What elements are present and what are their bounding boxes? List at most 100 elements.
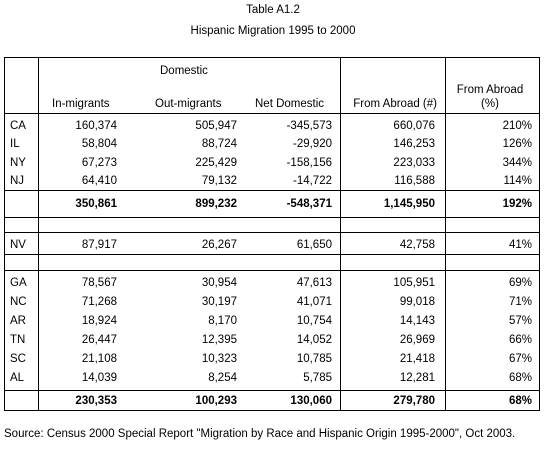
cell: 230,353 (75, 395, 117, 407)
cell: 10,323 (201, 353, 237, 365)
cell: 126% (502, 138, 532, 150)
cell: 192% (502, 198, 532, 210)
subtitle: Hispanic Migration 1995 to 2000 (190, 25, 356, 37)
cell: 114% (503, 175, 532, 187)
column-header: Net Domestic (255, 98, 325, 110)
cell: 1,145,950 (383, 198, 435, 210)
cell: 67,273 (81, 157, 117, 169)
row-label: NV (10, 239, 26, 251)
cell: 66% (508, 334, 532, 346)
cell: 116,588 (394, 175, 435, 187)
cell: 61,650 (296, 239, 332, 251)
row-label: AL (10, 372, 25, 384)
cell: -548,371 (286, 198, 332, 210)
cell: 68% (508, 395, 532, 407)
group-header: Domestic (160, 65, 208, 77)
rule (539, 57, 540, 410)
row-label: NC (10, 296, 27, 308)
row-label: AR (10, 315, 26, 327)
cell: -158,156 (286, 157, 332, 169)
cell: 14,039 (81, 372, 117, 384)
cell: 5,785 (303, 372, 332, 384)
cell: 899,232 (195, 198, 237, 210)
cell: 69% (508, 277, 532, 289)
cell: 88,724 (201, 138, 237, 150)
row-label: GA (10, 277, 27, 289)
cell: 78,567 (81, 277, 117, 289)
cell: 47,613 (296, 277, 332, 289)
cell: 505,947 (195, 120, 237, 132)
cell: 79,132 (201, 175, 237, 187)
rule (4, 270, 540, 271)
cell: 21,108 (81, 353, 117, 365)
cell: 68% (508, 372, 532, 384)
rule (4, 57, 540, 58)
rule (4, 190, 540, 191)
column-header: From Abroad (#) (353, 98, 437, 110)
cell: 26,267 (201, 239, 237, 251)
source-note: Source: Census 2000 Special Report "Migr… (4, 428, 516, 440)
cell: 58,804 (81, 138, 117, 150)
cell: -29,920 (292, 138, 332, 150)
row-label: IL (10, 138, 20, 150)
cell: 130,060 (290, 395, 332, 407)
cell: 146,253 (393, 138, 435, 150)
cell: -345,573 (286, 120, 332, 132)
rule (38, 57, 39, 410)
column-header: Out-migrants (155, 98, 222, 110)
row-label: NJ (10, 175, 25, 187)
row-label: TN (10, 334, 26, 346)
cell: 41% (508, 239, 532, 251)
title: Table A1.2 (246, 4, 300, 16)
cell: 14,052 (296, 334, 332, 346)
cell: 100,293 (195, 395, 237, 407)
cell: 57% (508, 315, 532, 327)
rule (4, 57, 5, 410)
cell: 26,447 (81, 334, 117, 346)
cell: 225,429 (195, 157, 237, 169)
cell: 12,395 (201, 334, 237, 346)
rule (4, 254, 540, 255)
cell: 41,071 (296, 296, 332, 308)
cell: 30,954 (201, 277, 237, 289)
cell: 344% (502, 157, 532, 169)
cell: 350,861 (75, 198, 117, 210)
cell: 67% (508, 353, 532, 365)
cell: 64,410 (81, 175, 117, 187)
rule (4, 390, 540, 391)
cell: 42,758 (399, 239, 435, 251)
cell: 105,951 (393, 277, 435, 289)
cell: 160,374 (75, 120, 117, 132)
cell: 71,268 (81, 296, 117, 308)
cell: 10,754 (296, 315, 332, 327)
rule (4, 410, 540, 411)
row-label: SC (10, 353, 26, 365)
cell: 8,170 (208, 315, 237, 327)
cell: 223,033 (393, 157, 435, 169)
cell: 279,780 (393, 395, 435, 407)
rule (4, 113, 540, 114)
cell: 71% (508, 296, 532, 308)
cell: 8,254 (208, 372, 237, 384)
column-header: In-migrants (52, 98, 110, 110)
cell: 210% (502, 120, 532, 132)
cell: -14,722 (292, 175, 332, 187)
rule (445, 57, 446, 410)
cell: 18,924 (81, 315, 117, 327)
row-label: CA (10, 120, 26, 132)
cell: 660,076 (393, 120, 435, 132)
rule (4, 217, 540, 218)
cell: 99,018 (399, 296, 435, 308)
rule (4, 232, 540, 233)
row-label: NY (10, 157, 26, 169)
cell: 30,197 (201, 296, 237, 308)
cell: 14,143 (399, 315, 435, 327)
cell: 87,917 (81, 239, 117, 251)
rule (340, 57, 341, 410)
cell: 10,785 (296, 353, 332, 365)
cell: 26,969 (399, 334, 435, 346)
cell: 12,281 (399, 372, 435, 384)
cell: 21,418 (399, 353, 435, 365)
column-header: From Abroad (%) (456, 84, 524, 110)
